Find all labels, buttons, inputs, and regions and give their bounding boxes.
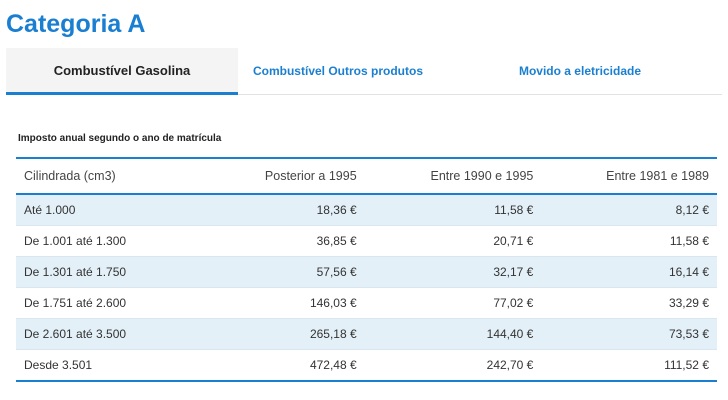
- table-header-row: Cilindrada (cm3) Posterior a 1995 Entre …: [16, 158, 717, 195]
- cell-posterior-1995: 57,56 €: [191, 256, 365, 288]
- cell-cilindrada: Até 1.000: [16, 193, 192, 226]
- cell-cilindrada: De 2.601 até 3.500: [16, 318, 192, 350]
- column-header-1981-1989: Entre 1981 e 1989: [541, 158, 717, 195]
- column-header-1990-1995: Entre 1990 e 1995: [364, 158, 542, 195]
- page-title: Categoria A: [6, 10, 146, 38]
- fuel-type-tabs: Combustível Gasolina Combustível Outros …: [0, 48, 722, 95]
- cell-1981-1989: 33,29 €: [541, 287, 717, 319]
- cell-posterior-1995: 18,36 €: [191, 193, 365, 226]
- cell-1990-1995: 11,58 €: [364, 193, 542, 226]
- tab-gasolina[interactable]: Combustível Gasolina: [6, 48, 238, 95]
- cell-posterior-1995: 36,85 €: [191, 225, 365, 257]
- cell-posterior-1995: 472,48 €: [191, 349, 365, 381]
- table-row: De 2.601 até 3.500 265,18 € 144,40 € 73,…: [16, 318, 717, 350]
- cell-1990-1995: 20,71 €: [364, 225, 542, 257]
- tab-outros-produtos[interactable]: Combustível Outros produtos: [238, 48, 438, 95]
- tax-table: Cilindrada (cm3) Posterior a 1995 Entre …: [16, 157, 717, 382]
- cell-cilindrada: Desde 3.501: [16, 349, 192, 381]
- tab-eletricidade[interactable]: Movido a eletricidade: [438, 48, 722, 95]
- table-row: De 1.751 até 2.600 146,03 € 77,02 € 33,2…: [16, 287, 717, 319]
- cell-cilindrada: De 1.301 até 1.750: [16, 256, 192, 288]
- cell-1981-1989: 11,58 €: [541, 225, 717, 257]
- table-row: Desde 3.501 472,48 € 242,70 € 111,52 €: [16, 349, 717, 381]
- table-row: De 1.001 até 1.300 36,85 € 20,71 € 11,58…: [16, 225, 717, 257]
- cell-1990-1995: 32,17 €: [364, 256, 542, 288]
- cell-posterior-1995: 146,03 €: [191, 287, 365, 319]
- table-row: De 1.301 até 1.750 57,56 € 32,17 € 16,14…: [16, 256, 717, 288]
- cell-cilindrada: De 1.751 até 2.600: [16, 287, 192, 319]
- cell-1990-1995: 144,40 €: [364, 318, 542, 350]
- cell-1990-1995: 77,02 €: [364, 287, 542, 319]
- table-caption: Imposto anual segundo o ano de matrícula: [18, 133, 222, 144]
- cell-1981-1989: 16,14 €: [541, 256, 717, 288]
- cell-1981-1989: 111,52 €: [541, 349, 717, 381]
- cell-1981-1989: 8,12 €: [541, 193, 717, 226]
- table-row: Até 1.000 18,36 € 11,58 € 8,12 €: [16, 193, 717, 226]
- cell-cilindrada: De 1.001 até 1.300: [16, 225, 192, 257]
- cell-1990-1995: 242,70 €: [364, 349, 542, 381]
- column-header-cilindrada: Cilindrada (cm3): [16, 158, 192, 195]
- cell-posterior-1995: 265,18 €: [191, 318, 365, 350]
- column-header-posterior-1995: Posterior a 1995: [191, 158, 365, 195]
- cell-1981-1989: 73,53 €: [541, 318, 717, 350]
